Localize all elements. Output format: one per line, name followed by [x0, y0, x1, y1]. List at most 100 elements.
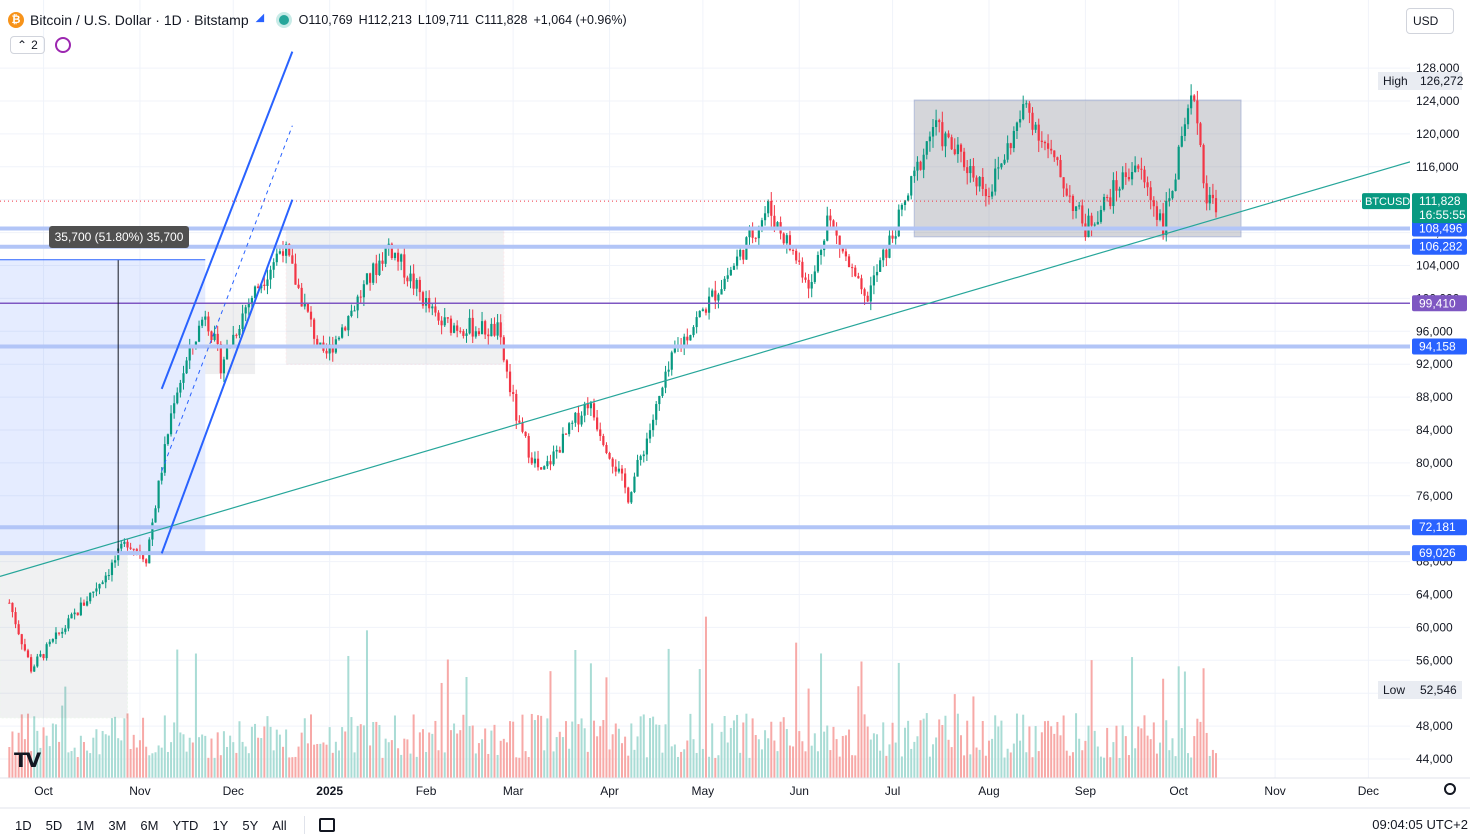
volume-bar [627, 755, 630, 778]
candle-body [717, 294, 720, 301]
volume-bar [751, 718, 754, 778]
volume-bar [586, 751, 589, 778]
candle-body [98, 584, 101, 589]
volume-bar [120, 740, 123, 778]
candle-body [944, 133, 947, 147]
volume-bar [484, 728, 487, 778]
volume-bar [387, 742, 390, 778]
candle-body [847, 256, 851, 268]
measure-label-text: 35,700 (51.80%) 35,700 [55, 230, 184, 244]
volume-bar [1040, 732, 1043, 778]
candle-body [285, 244, 288, 256]
volume-bar [23, 739, 26, 778]
volume-bar [932, 744, 934, 778]
candle-body [459, 330, 462, 332]
candle-body [480, 321, 484, 335]
volume-bar [185, 751, 188, 778]
volume-bar [885, 755, 888, 778]
volume-bar [1103, 757, 1106, 778]
volume-bar [732, 720, 735, 778]
volume-bar [540, 715, 543, 778]
currency-select[interactable]: USD [1406, 8, 1454, 34]
clock[interactable]: 09:04:05 UTC+2 [1372, 817, 1468, 832]
volume-bar [552, 751, 555, 778]
volume-bar [409, 753, 412, 778]
volume-bar [213, 757, 216, 778]
timeframe-5d[interactable]: 5D [45, 817, 63, 833]
indicators-toggle[interactable]: ⌃ 2 [10, 36, 45, 54]
volume-bar [1183, 671, 1186, 778]
candle-body [207, 316, 210, 332]
candle-body [415, 279, 418, 289]
volume-bar [1050, 726, 1053, 778]
volume-bar [571, 721, 574, 778]
candle-body [508, 371, 512, 393]
candle-body [48, 641, 51, 645]
timeframe-1d[interactable]: 1D [15, 817, 32, 833]
volume-bar [605, 677, 608, 778]
volume-bar [1211, 749, 1214, 778]
candle-body [89, 592, 92, 602]
volume-bar [577, 724, 580, 778]
volume-bar [608, 749, 611, 778]
volume-bar [1071, 752, 1074, 778]
timeframe-5y[interactable]: 5Y [242, 817, 259, 833]
volume-bar [754, 735, 757, 778]
tradingview-logo[interactable]: 𝗧𝗩 [14, 750, 41, 772]
refresh-icon[interactable] [54, 37, 71, 53]
volume-bar [1193, 736, 1196, 778]
calendar-icon[interactable] [318, 818, 335, 832]
price-tick-label: 104,000 [1416, 259, 1460, 273]
volume-bar [505, 742, 508, 778]
candle-body [574, 412, 577, 423]
timeframe-all[interactable]: All [272, 817, 287, 833]
settings-icon[interactable] [1444, 783, 1456, 795]
candle-body [297, 284, 300, 288]
volume-bar [1075, 713, 1078, 778]
candle-body [145, 559, 148, 564]
level-price-tag-bg [1412, 338, 1467, 355]
candle-body [686, 336, 689, 341]
candle-body [39, 654, 42, 657]
volume-bar [704, 616, 707, 778]
time-tick-label: Feb [416, 784, 437, 798]
volume-bar [882, 722, 885, 778]
price-tick-label: 80,000 [1416, 456, 1453, 470]
volume-bar [549, 671, 552, 778]
volume-bar [244, 746, 247, 778]
volume-bar [207, 757, 210, 778]
volume-bar [720, 731, 723, 778]
volume-bar [378, 725, 381, 778]
level-price-tag-bg [1412, 220, 1467, 237]
candle-body [512, 392, 515, 394]
timeframe-ytd[interactable]: YTD [172, 817, 199, 833]
volume-bar [614, 723, 617, 778]
candle-body [863, 289, 866, 296]
symbol-title[interactable]: Bitcoin / U.S. Dollar · 1D · Bitstamp [30, 12, 249, 28]
candle-body [1183, 124, 1187, 136]
candle-body [421, 292, 425, 306]
candle-body [1162, 213, 1165, 236]
timeframe-6m[interactable]: 6M [140, 817, 159, 833]
volume-bar [916, 736, 919, 778]
candle-body [362, 284, 365, 298]
timeframe-3m[interactable]: 3M [108, 817, 127, 833]
volume-bar [456, 733, 459, 778]
candle-body [807, 279, 810, 289]
candle-body [1174, 179, 1177, 191]
candle-body [378, 260, 381, 275]
volume-bar [89, 753, 92, 778]
volume-bar [26, 713, 29, 778]
volume-bar [365, 630, 368, 778]
volume-bar [36, 730, 39, 778]
timeframe-1y[interactable]: 1Y [212, 817, 229, 833]
candle-body [555, 449, 558, 452]
volume-bar [51, 723, 54, 778]
volume-bar [565, 721, 568, 778]
volume-bar [1168, 750, 1171, 778]
timeframe-1m[interactable]: 1M [76, 817, 95, 833]
candle-body [1102, 196, 1106, 210]
time-tick-label: Apr [600, 784, 619, 798]
flag-icon[interactable] [255, 13, 268, 27]
